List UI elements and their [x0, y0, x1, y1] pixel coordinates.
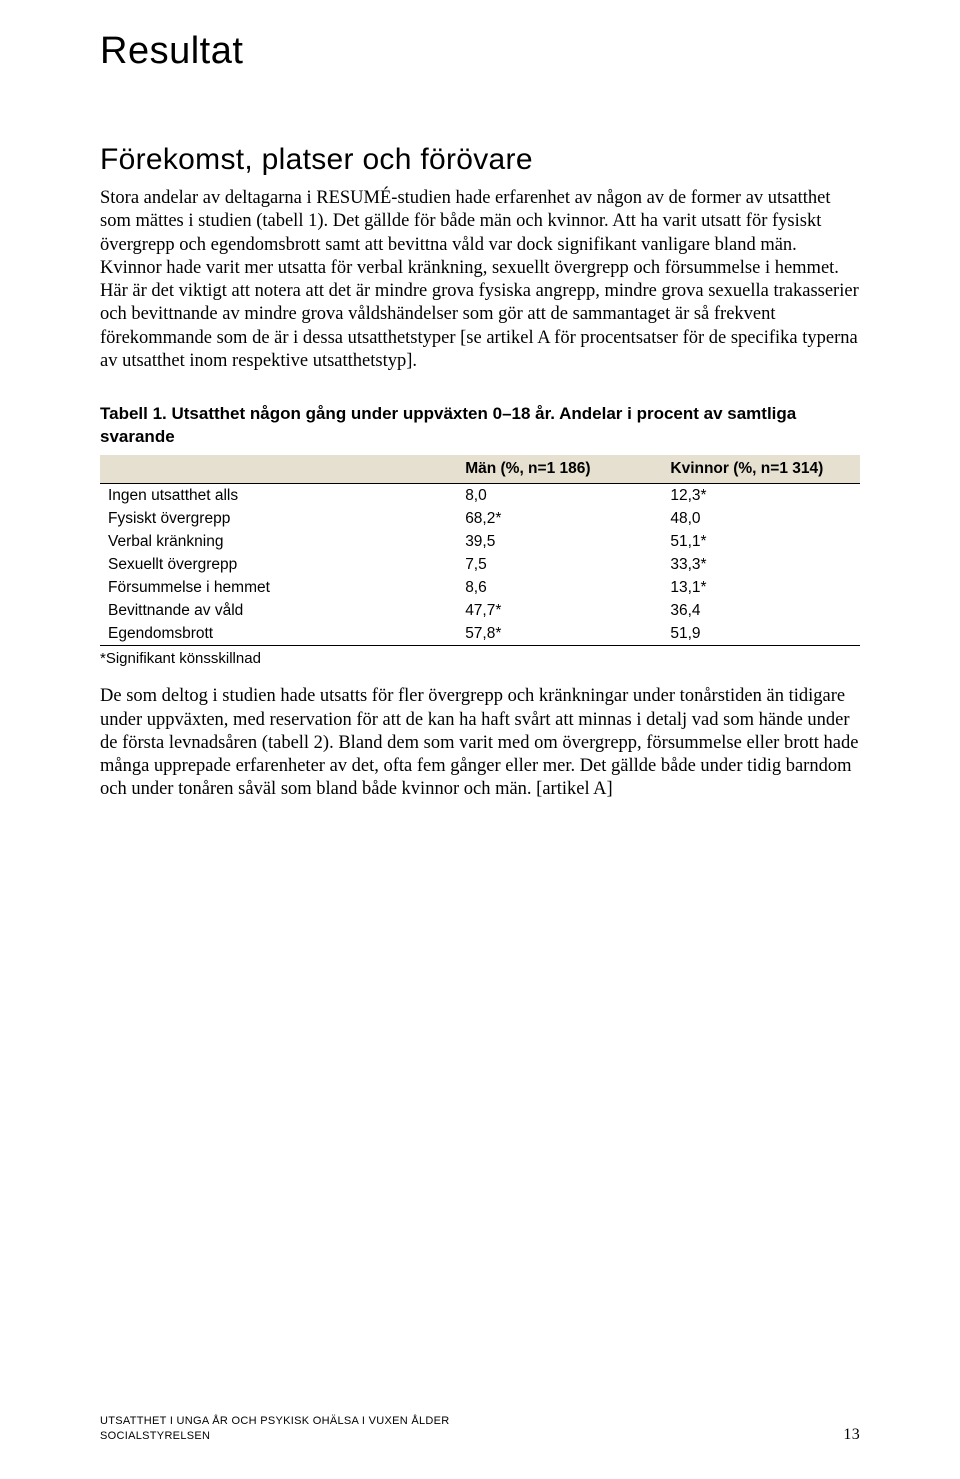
row-women: 13,1* [662, 576, 860, 599]
col-header-women: Kvinnor (%, n=1 314) [662, 455, 860, 484]
table-row: Sexuellt övergrepp 7,5 33,3* [100, 553, 860, 576]
row-women: 12,3* [662, 484, 860, 508]
paragraph-1: Stora andelar av deltagarna i RESUMÉ-stu… [100, 187, 860, 373]
row-label: Sexuellt övergrepp [100, 553, 457, 576]
row-men: 57,8* [457, 622, 662, 646]
col-header-men: Män (%, n=1 186) [457, 455, 662, 484]
table-row: Verbal kränkning 39,5 51,1* [100, 530, 860, 553]
page-number: 13 [843, 1426, 860, 1444]
row-men: 7,5 [457, 553, 662, 576]
row-women: 51,9 [662, 622, 860, 646]
table-row: Bevittnande av våld 47,7* 36,4 [100, 599, 860, 622]
row-women: 36,4 [662, 599, 860, 622]
row-women: 33,3* [662, 553, 860, 576]
row-label: Försummelse i hemmet [100, 576, 457, 599]
row-men: 8,0 [457, 484, 662, 508]
table-row: Egendomsbrott 57,8* 51,9 [100, 622, 860, 646]
row-label: Ingen utsatthet alls [100, 484, 457, 508]
col-header-blank [100, 455, 457, 484]
row-men: 47,7* [457, 599, 662, 622]
footer-title: UTSATTHET I UNGA ÅR OCH PSYKISK OHÄLSA I… [100, 1414, 450, 1429]
footer-publisher: SOCIALSTYRELSEN [100, 1429, 450, 1444]
row-women: 51,1* [662, 530, 860, 553]
row-label: Fysiskt övergrepp [100, 507, 457, 530]
data-table: Män (%, n=1 186) Kvinnor (%, n=1 314) In… [100, 455, 860, 646]
table-row: Fysiskt övergrepp 68,2* 48,0 [100, 507, 860, 530]
table-caption: Tabell 1. Utsatthet någon gång under upp… [100, 403, 860, 449]
page-title: Resultat [100, 30, 860, 73]
row-label: Egendomsbrott [100, 622, 457, 646]
row-label: Bevittnande av våld [100, 599, 457, 622]
paragraph-2: De som deltog i studien hade utsatts för… [100, 685, 860, 801]
section-heading: Förekomst, platser och förövare [100, 143, 860, 177]
row-men: 39,5 [457, 530, 662, 553]
table-footnote: *Signifikant könsskillnad [100, 650, 860, 667]
table-row: Försummelse i hemmet 8,6 13,1* [100, 576, 860, 599]
row-women: 48,0 [662, 507, 860, 530]
row-label: Verbal kränkning [100, 530, 457, 553]
row-men: 68,2* [457, 507, 662, 530]
page-footer: UTSATTHET I UNGA ÅR OCH PSYKISK OHÄLSA I… [100, 1414, 860, 1444]
row-men: 8,6 [457, 576, 662, 599]
table-row: Ingen utsatthet alls 8,0 12,3* [100, 484, 860, 508]
